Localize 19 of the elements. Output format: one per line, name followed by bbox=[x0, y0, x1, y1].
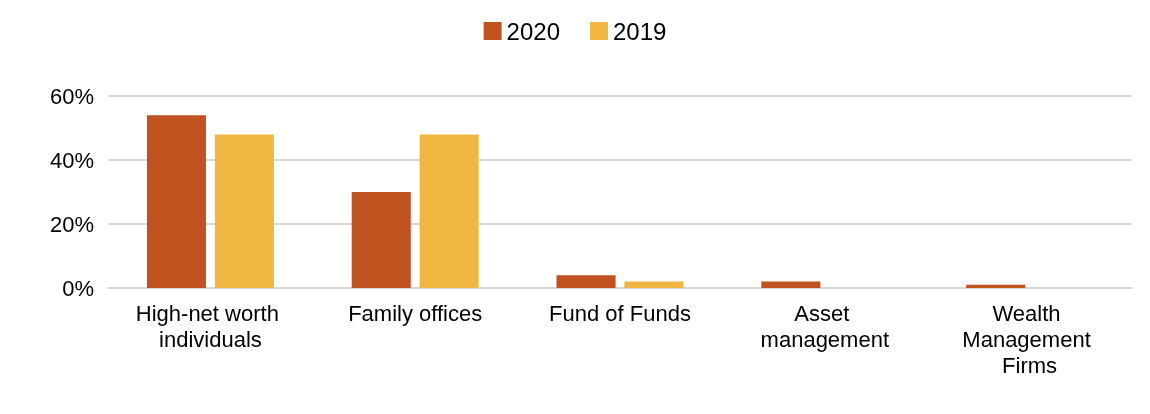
bar bbox=[214, 134, 274, 288]
x-tick-label: Fund of Funds bbox=[549, 300, 691, 326]
legend-label: 2019 bbox=[613, 17, 667, 45]
legend-label: 2020 bbox=[506, 17, 560, 45]
y-tick-label: 0% bbox=[62, 275, 94, 301]
bar bbox=[624, 281, 684, 288]
x-tick-label: Family offices bbox=[348, 300, 483, 326]
x-tick-label: Wealth Management Firms bbox=[962, 300, 1097, 378]
bar bbox=[761, 281, 821, 288]
x-tick-label: High-net worth individuals bbox=[135, 300, 285, 352]
bar bbox=[419, 134, 479, 288]
y-tick-label: 20% bbox=[49, 211, 94, 237]
bar bbox=[556, 275, 616, 288]
y-tick-label: 40% bbox=[49, 147, 94, 173]
bar bbox=[351, 192, 411, 288]
y-tick-label: 60% bbox=[49, 83, 94, 109]
x-tick-label: Asset management bbox=[760, 300, 890, 352]
bar bbox=[146, 115, 206, 288]
bar bbox=[966, 284, 1026, 288]
